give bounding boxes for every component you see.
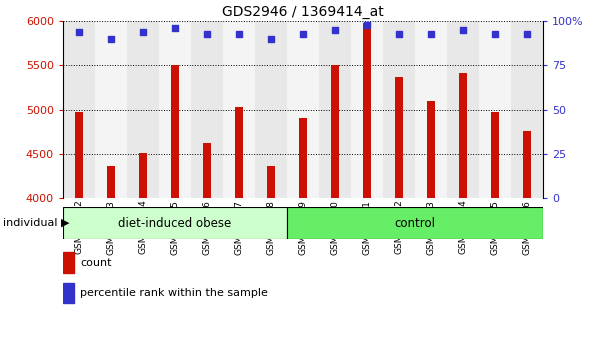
Bar (415, 21, 447, 198)
Bar (191, 21, 223, 198)
Bar (319, 21, 351, 198)
Bar (447, 21, 479, 198)
Point (298, 31, 308, 36)
Bar (235, 107, 243, 198)
Point (362, 22, 372, 28)
Point (330, 27, 340, 33)
Bar (523, 131, 531, 198)
Point (202, 31, 212, 36)
Bar (427, 101, 435, 198)
Bar (107, 166, 115, 198)
Text: individual ▶: individual ▶ (3, 218, 70, 228)
Bar (171, 65, 179, 198)
Bar (479, 21, 511, 198)
Point (458, 27, 468, 33)
Text: diet-induced obese: diet-induced obese (118, 217, 232, 229)
Bar (127, 21, 159, 198)
Bar (139, 153, 147, 198)
Bar (95, 21, 127, 198)
Bar (299, 118, 307, 198)
Point (490, 31, 500, 36)
Bar (383, 21, 415, 198)
Bar (63, 283, 74, 303)
FancyBboxPatch shape (287, 207, 543, 239)
Point (106, 36, 116, 42)
Bar (223, 21, 255, 198)
Bar (331, 65, 339, 198)
Point (74, 29, 84, 35)
Bar (351, 21, 383, 198)
Point (394, 31, 404, 36)
Bar (63, 21, 95, 198)
Bar (395, 77, 403, 198)
Bar (287, 21, 319, 198)
Bar (267, 166, 275, 198)
Text: percentile rank within the sample: percentile rank within the sample (80, 288, 268, 298)
Point (426, 31, 436, 36)
Bar (63, 252, 74, 273)
Point (266, 36, 276, 42)
Bar (459, 73, 467, 198)
Bar (363, 23, 371, 198)
FancyBboxPatch shape (63, 207, 287, 239)
Bar (511, 21, 543, 198)
Point (170, 25, 180, 31)
Text: control: control (395, 217, 436, 229)
Point (234, 31, 244, 36)
Bar (255, 21, 287, 198)
Bar (159, 21, 191, 198)
Bar (491, 113, 499, 198)
Bar (75, 113, 83, 198)
Bar (203, 143, 211, 198)
Text: count: count (80, 258, 112, 268)
Title: GDS2946 / 1369414_at: GDS2946 / 1369414_at (222, 5, 384, 19)
Point (522, 31, 532, 36)
Point (138, 29, 148, 35)
